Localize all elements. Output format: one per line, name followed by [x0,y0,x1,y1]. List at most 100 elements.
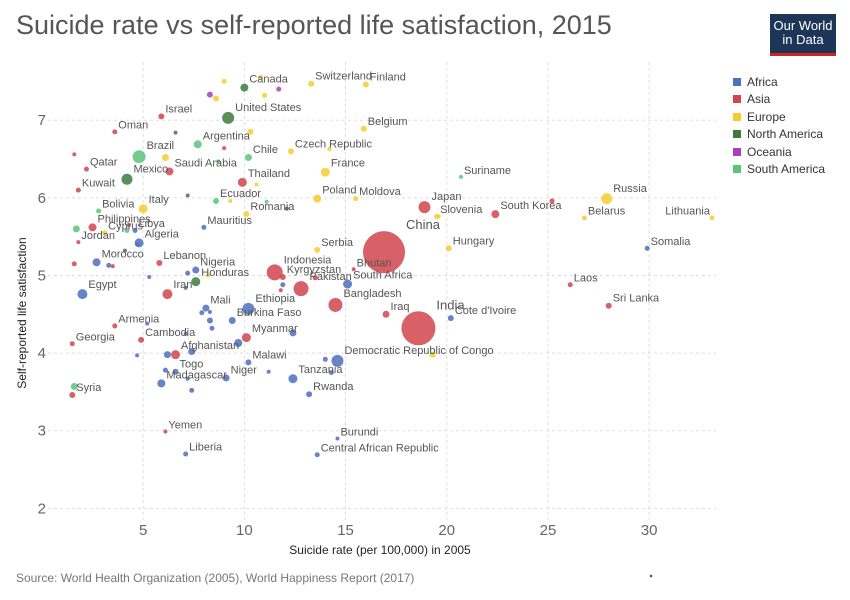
data-point[interactable] [121,173,133,185]
data-point[interactable] [209,325,215,331]
data-point[interactable] [266,369,271,374]
data-point[interactable] [581,215,587,221]
data-point[interactable] [401,311,436,346]
data-point[interactable] [314,246,321,253]
data-point[interactable] [222,146,227,151]
data-point[interactable] [88,223,97,232]
data-point[interactable] [222,374,230,382]
data-point[interactable] [72,225,80,233]
data-point[interactable] [343,279,353,289]
data-point[interactable] [312,275,318,281]
data-point[interactable] [314,452,320,458]
data-point[interactable] [163,429,168,434]
data-point[interactable] [132,150,146,164]
legend-item[interactable]: Africa [733,73,825,91]
data-point[interactable] [709,215,715,221]
data-point[interactable] [188,348,196,356]
data-point[interactable] [206,317,213,324]
data-point[interactable] [183,451,189,457]
data-point[interactable] [201,224,207,230]
data-point[interactable] [69,392,76,399]
data-point[interactable] [245,359,252,366]
data-point[interactable] [163,351,171,359]
data-point[interactable] [158,113,165,120]
data-point[interactable] [112,129,118,135]
data-point[interactable] [71,261,77,267]
data-point[interactable] [491,210,500,219]
data-point[interactable] [83,166,89,172]
data-point[interactable] [138,204,148,214]
data-point[interactable] [331,354,344,367]
legend-item[interactable]: Asia [733,91,825,109]
data-point[interactable] [266,264,283,281]
data-point[interactable] [75,187,81,193]
data-point[interactable] [183,285,188,290]
data-point[interactable] [72,152,77,157]
data-point[interactable] [241,333,251,343]
data-point[interactable] [161,153,169,161]
data-point[interactable] [183,331,188,336]
data-point[interactable] [284,206,289,211]
data-point[interactable] [135,242,140,247]
data-point[interactable] [262,92,268,98]
data-point[interactable] [320,167,330,177]
data-point[interactable] [206,91,213,98]
data-point[interactable] [189,387,195,393]
data-point[interactable] [165,167,174,176]
data-point[interactable] [92,258,101,267]
data-point[interactable] [228,316,236,324]
data-point[interactable] [549,198,555,204]
data-point[interactable] [147,275,152,280]
data-point[interactable] [240,83,249,92]
data-point[interactable] [458,174,463,179]
data-point[interactable] [156,260,163,267]
data-point[interactable] [327,146,332,151]
data-point[interactable] [280,282,286,288]
data-point[interactable] [70,382,78,390]
data-point[interactable] [447,315,454,322]
data-point[interactable] [162,367,168,373]
data-point[interactable] [145,321,150,326]
data-point[interactable] [293,281,309,297]
data-point[interactable] [96,208,102,214]
data-point[interactable] [221,78,227,84]
data-point[interactable] [162,289,173,300]
data-point[interactable] [308,80,315,87]
data-point[interactable] [335,436,340,441]
data-point[interactable] [207,309,212,314]
data-point[interactable] [135,353,140,358]
data-point[interactable] [313,194,322,203]
data-point[interactable] [644,245,650,251]
data-point[interactable] [360,125,367,132]
data-point[interactable] [328,370,334,376]
data-point[interactable] [363,231,406,274]
data-point[interactable] [205,273,210,278]
data-point[interactable] [351,267,356,272]
data-point[interactable] [171,350,181,360]
legend-item[interactable]: Europe [733,108,825,126]
data-point[interactable] [247,128,254,135]
data-point[interactable] [445,245,452,252]
owid-logo[interactable]: Our World in Data [770,14,836,56]
data-point[interactable] [216,159,221,164]
data-point[interactable] [306,391,313,398]
data-point[interactable] [185,193,190,198]
data-point[interactable] [289,329,297,337]
data-point[interactable] [254,182,259,187]
data-point[interactable] [228,198,233,203]
data-point[interactable] [172,368,179,375]
data-point[interactable] [213,95,220,102]
data-point[interactable] [122,248,127,253]
data-point[interactable] [102,230,108,236]
legend-item[interactable]: South America [733,161,825,179]
data-point[interactable] [193,140,202,149]
data-point[interactable] [264,199,269,204]
data-point[interactable] [234,339,243,348]
data-point[interactable] [278,288,283,293]
data-point[interactable] [601,193,613,205]
data-point[interactable] [279,274,286,281]
data-point[interactable] [110,264,115,269]
data-point[interactable] [106,262,112,268]
data-point[interactable] [112,323,118,329]
data-point[interactable] [276,86,282,92]
